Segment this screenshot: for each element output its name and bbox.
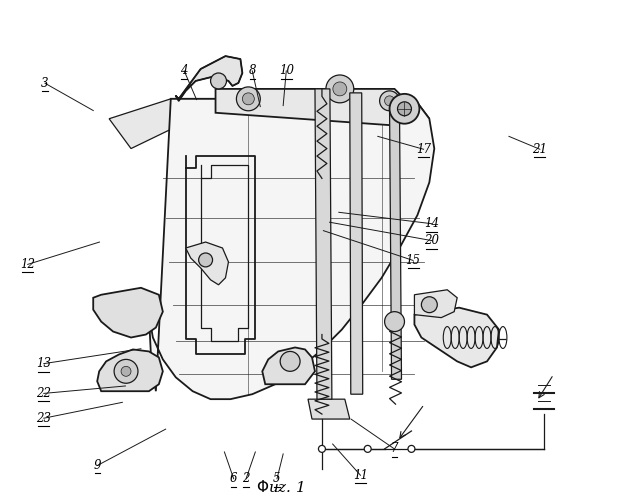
Circle shape — [211, 73, 226, 89]
Text: 5: 5 — [273, 472, 281, 485]
Text: 11: 11 — [353, 469, 368, 482]
Polygon shape — [389, 109, 401, 379]
Text: 7: 7 — [391, 443, 398, 456]
Polygon shape — [414, 290, 457, 318]
Text: 12: 12 — [20, 258, 35, 271]
Polygon shape — [149, 99, 434, 399]
Text: 21: 21 — [532, 143, 547, 156]
Circle shape — [384, 96, 394, 106]
Circle shape — [421, 297, 437, 313]
Text: 6: 6 — [230, 472, 238, 485]
Text: 14: 14 — [424, 217, 439, 230]
Text: 3: 3 — [41, 77, 49, 90]
Polygon shape — [176, 56, 243, 101]
Circle shape — [198, 253, 213, 267]
Circle shape — [114, 359, 138, 383]
Circle shape — [333, 82, 347, 96]
Polygon shape — [308, 399, 350, 419]
Circle shape — [389, 94, 419, 124]
Text: 15: 15 — [406, 254, 420, 267]
Circle shape — [243, 93, 254, 105]
Text: 8: 8 — [248, 64, 256, 77]
Text: 4: 4 — [180, 64, 188, 77]
Polygon shape — [315, 89, 332, 399]
Circle shape — [397, 102, 411, 116]
Polygon shape — [350, 93, 363, 394]
Text: 23: 23 — [36, 412, 51, 425]
Text: 9: 9 — [94, 459, 101, 472]
Circle shape — [318, 446, 325, 453]
Circle shape — [379, 91, 399, 111]
Polygon shape — [171, 99, 429, 119]
Polygon shape — [186, 242, 228, 285]
Circle shape — [364, 446, 371, 453]
Text: $\Phi$uz. 1: $\Phi$uz. 1 — [256, 479, 304, 495]
Text: 17: 17 — [416, 143, 431, 156]
Polygon shape — [97, 349, 163, 391]
Polygon shape — [216, 89, 414, 126]
Text: 22: 22 — [36, 387, 51, 400]
Circle shape — [408, 446, 415, 453]
Circle shape — [236, 87, 260, 111]
Text: 13: 13 — [36, 357, 51, 370]
Polygon shape — [93, 288, 163, 337]
Text: 2: 2 — [243, 472, 250, 485]
Polygon shape — [109, 99, 193, 149]
Circle shape — [326, 75, 354, 103]
Circle shape — [280, 351, 300, 371]
Circle shape — [121, 366, 131, 376]
Polygon shape — [414, 308, 499, 367]
Circle shape — [384, 312, 404, 331]
Polygon shape — [262, 347, 315, 384]
Text: 10: 10 — [279, 64, 294, 77]
Text: 20: 20 — [424, 234, 439, 247]
